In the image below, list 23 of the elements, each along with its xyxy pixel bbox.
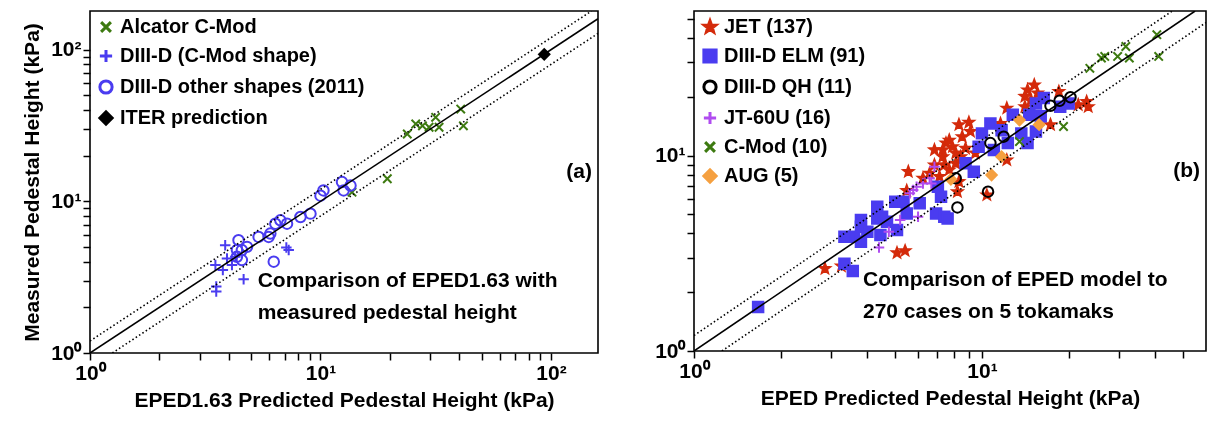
legend-label: AUG (5) [724,164,799,186]
y-tick-label: 10² [51,37,82,61]
legend-label: JET (137) [724,15,813,37]
x-axis-title: EPED Predicted Pedestal Height (kPa) [760,385,1141,409]
legend-label: Alcator C-Mod [120,15,257,37]
x-axis-title: EPED1.63 Predicted Pedestal Height (kPa) [134,387,555,411]
annotation: (a) [566,158,592,182]
y-tick-label: 10¹ [51,188,82,212]
annotation: Comparison of EPED model to 270 cases on 5 tokamaks [862,266,1168,322]
legend-label: JT-60U (16) [724,106,831,128]
legend-label: DIII-D other shapes (2011) [120,75,365,97]
x-tick-label: 10² [536,360,567,384]
annotation: Comparison of EPED1.63 with measured pedestal height [257,268,558,324]
x-tick-label: 10¹ [967,358,998,382]
legend-label: DIII-D ELM (91) [724,44,866,66]
legend-label: ITER prediction [120,106,268,128]
x-tick-label: 10⁰ [679,358,711,382]
legend-label: C-Mod (10) [724,135,828,157]
x-tick-label: 10¹ [305,360,337,384]
annotation: (b) [1173,157,1200,181]
legend-label: DIII-D QH (11) [724,75,852,97]
legend-label: DIII-D (C-Mod shape) [120,44,317,66]
y-axis-title: Measured Pedestal Height (kPa) [20,23,44,342]
